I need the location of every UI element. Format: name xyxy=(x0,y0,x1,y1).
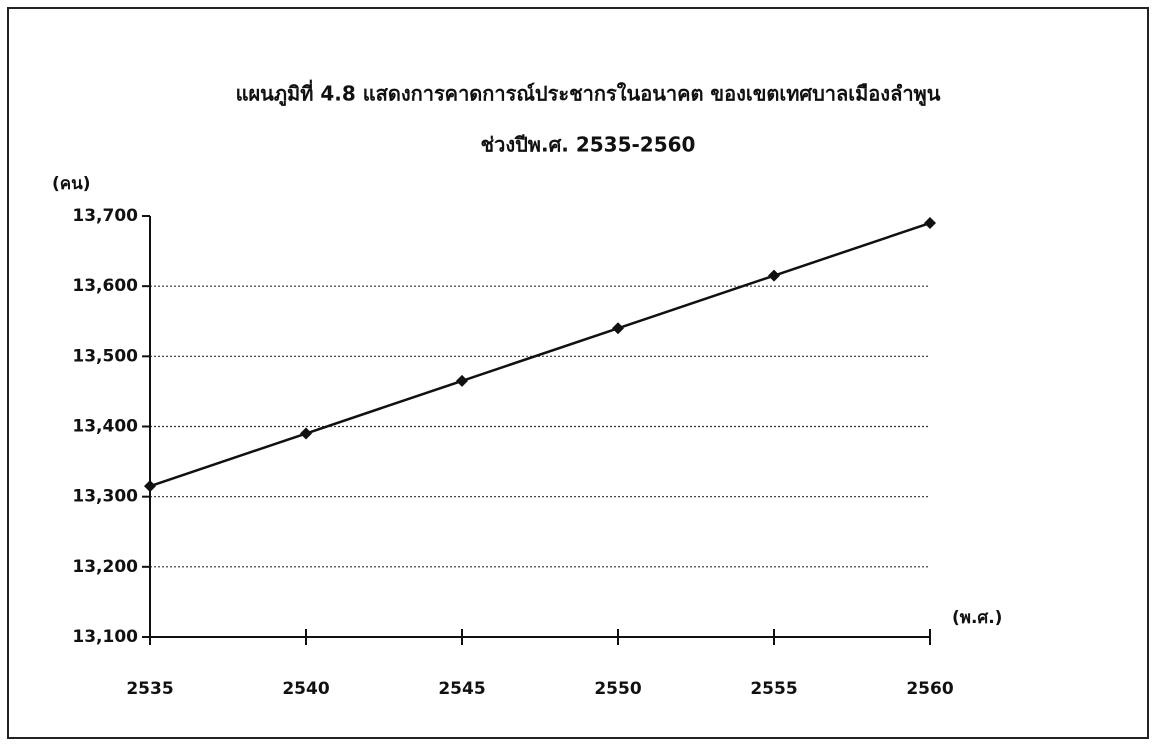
y-tick-label: 13,700 xyxy=(72,206,138,226)
x-tick-label: 2555 xyxy=(750,679,797,699)
x-tick-label: 2540 xyxy=(282,679,329,699)
y-tick-label: 13,100 xyxy=(72,627,138,647)
frame xyxy=(7,7,1149,739)
series-line xyxy=(149,221,931,488)
data-point xyxy=(768,269,780,282)
data-point xyxy=(924,217,936,230)
data-point xyxy=(456,374,468,387)
y-axis-label: (คน) xyxy=(52,174,91,194)
data-point xyxy=(144,480,156,493)
data-point xyxy=(300,427,312,440)
x-axis-label: (พ.ศ.) xyxy=(952,608,1002,628)
data-point xyxy=(612,322,624,335)
x-tick-label: 2550 xyxy=(594,679,641,699)
y-tick-label: 13,300 xyxy=(72,487,138,507)
y-tick-label: 13,500 xyxy=(72,346,138,366)
x-tick-label: 2545 xyxy=(438,679,485,699)
x-tick-label: 2535 xyxy=(126,679,173,699)
x-tick-label: 2560 xyxy=(906,679,953,699)
chart-subtitle: ช่วงปีพ.ศ. 2535-2560 xyxy=(481,133,696,157)
y-tick-label: 13,600 xyxy=(72,276,138,296)
y-tick-label: 13,200 xyxy=(72,557,138,577)
y-tick-label: 13,400 xyxy=(72,417,138,437)
chart-title: แผนภูมิที่ 4.8 แสดงการคาดการณ์ประชากรในอ… xyxy=(236,79,941,108)
